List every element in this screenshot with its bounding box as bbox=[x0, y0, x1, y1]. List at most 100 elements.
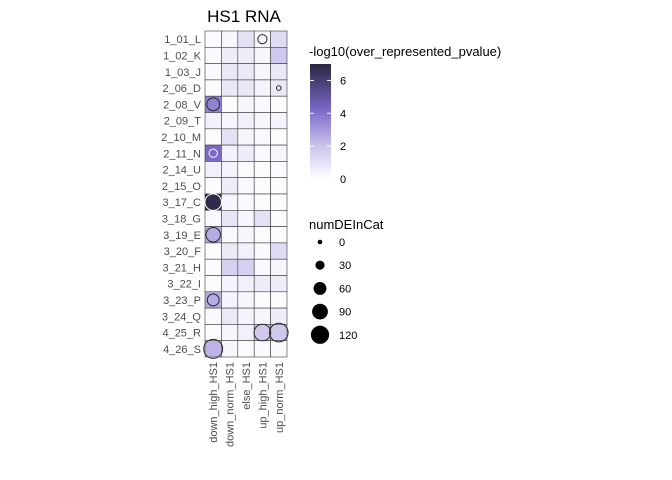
heatmap-cell bbox=[221, 193, 239, 211]
row-label: 2_10_M bbox=[161, 132, 201, 144]
heatmap-cell bbox=[237, 46, 255, 64]
heatmap-cell bbox=[253, 128, 271, 146]
heatmap-cell bbox=[253, 258, 271, 276]
heatmap-cell bbox=[253, 210, 271, 227]
size-legend-key bbox=[312, 303, 328, 320]
heatmap-cell bbox=[237, 63, 255, 81]
row-label: 3_18_G bbox=[162, 213, 201, 225]
heatmap-cell bbox=[204, 79, 222, 97]
heatmap-cell bbox=[237, 340, 255, 358]
heatmap-cell bbox=[270, 275, 288, 293]
heatmap-cell bbox=[253, 144, 271, 162]
row-label: 3_17_C bbox=[162, 197, 201, 209]
heatmap-cell bbox=[237, 258, 255, 276]
heatmap-cell bbox=[204, 242, 222, 260]
heatmap-cell bbox=[204, 128, 222, 146]
heatmap-cell bbox=[204, 177, 222, 195]
heatmap-cell bbox=[221, 226, 239, 244]
heatmap-cell bbox=[204, 258, 222, 276]
heatmap-cell bbox=[221, 242, 239, 260]
heatmap-cell bbox=[253, 307, 271, 325]
size-legend-label: 90 bbox=[339, 307, 351, 319]
heatmap-point bbox=[208, 148, 218, 158]
column-labels: down_high_HS1 down_norm_HS1 else_HS1 up_hig… bbox=[208, 362, 286, 447]
row-label: 4_25_R bbox=[162, 328, 201, 340]
heatmap-cell bbox=[270, 324, 288, 341]
heatmap-cell bbox=[237, 210, 255, 227]
row-label: 2_06_D bbox=[162, 83, 201, 95]
heatmap-cell bbox=[253, 177, 271, 195]
column-label: up_high_HS1 bbox=[257, 362, 269, 429]
size-legend-label: 60 bbox=[339, 283, 351, 295]
row-label: 2_11_N bbox=[163, 148, 201, 160]
heatmap-cell bbox=[221, 275, 239, 293]
heatmap-cell bbox=[237, 161, 255, 178]
heatmap-cell bbox=[237, 128, 255, 146]
heatmap-cell bbox=[221, 112, 239, 130]
fill-legend-label: 6 bbox=[340, 75, 346, 87]
size-legend: numDEInCat 0 30 60 90 120 bbox=[309, 217, 384, 344]
heatmap-cell bbox=[221, 307, 239, 325]
heatmap-cell bbox=[221, 291, 239, 309]
row-label: 2_15_O bbox=[162, 181, 202, 193]
heatmap-cell bbox=[270, 144, 288, 162]
heatmap-point bbox=[257, 34, 268, 45]
heatmap-cell bbox=[237, 291, 255, 309]
heatmap-cell bbox=[270, 226, 288, 244]
fill-legend-label: 2 bbox=[340, 141, 346, 153]
row-label: 3_21_H bbox=[162, 262, 201, 274]
heatmap-cell bbox=[270, 161, 288, 178]
heatmap-cell bbox=[237, 79, 255, 97]
size-legend-label: 30 bbox=[339, 260, 351, 272]
heatmap-cell bbox=[270, 291, 288, 309]
heatmap-cell bbox=[270, 112, 288, 130]
heatmap-cell bbox=[270, 193, 288, 211]
heatmap-cell bbox=[221, 177, 239, 195]
heatmap-cell bbox=[237, 144, 255, 162]
heatmap-cell bbox=[253, 161, 271, 178]
heatmap-cell bbox=[204, 30, 222, 48]
heatmap-cell bbox=[237, 30, 255, 48]
heatmap-cell bbox=[204, 161, 222, 178]
heatmap-cell bbox=[270, 79, 288, 97]
fill-legend-label: 0 bbox=[340, 174, 346, 186]
row-label: 2_08_V bbox=[163, 99, 202, 111]
chart-title: HS1 RNA bbox=[207, 7, 281, 26]
heatmap-cell bbox=[204, 112, 222, 130]
heatmap-cell bbox=[204, 226, 222, 244]
heatmap-cell bbox=[221, 46, 239, 64]
heatmap-cell bbox=[270, 242, 288, 260]
heatmap-cell bbox=[204, 340, 222, 358]
heatmap-cell bbox=[253, 63, 271, 81]
row-label: 3_24_Q bbox=[162, 311, 202, 323]
column-label: up_norm_HS1 bbox=[274, 362, 286, 433]
heatmap-point bbox=[206, 97, 221, 112]
heatmap-cell bbox=[204, 63, 222, 81]
heatmap-cell bbox=[237, 226, 255, 244]
size-legend-title: numDEInCat bbox=[309, 217, 384, 232]
heatmap-cell bbox=[270, 95, 288, 113]
row-label: 3_19_E bbox=[163, 230, 201, 242]
heatmap-cell bbox=[270, 307, 288, 325]
heatmap-cell bbox=[221, 95, 239, 113]
heatmap-cell bbox=[270, 46, 288, 64]
heatmap-point bbox=[253, 323, 272, 342]
size-legend-key bbox=[317, 239, 323, 245]
heatmap-point bbox=[276, 85, 282, 91]
column-label: down_norm_HS1 bbox=[225, 362, 237, 447]
heatmap-cell bbox=[253, 193, 271, 211]
heatmap-cell bbox=[237, 112, 255, 130]
heatmap-cell bbox=[204, 307, 222, 325]
heatmap-cell bbox=[221, 340, 239, 358]
heatmap-point bbox=[268, 322, 289, 343]
heatmap-cell bbox=[270, 258, 288, 276]
heatmap-cells bbox=[204, 30, 288, 358]
heatmap-point bbox=[206, 293, 220, 307]
row-label: 3_23_P bbox=[163, 295, 201, 307]
heatmap-cell bbox=[253, 112, 271, 130]
heatmap-cell bbox=[221, 144, 239, 162]
heatmap-cell bbox=[221, 258, 239, 276]
heatmap-point bbox=[205, 227, 221, 243]
heatmap-cell bbox=[237, 242, 255, 260]
heatmap-cell bbox=[221, 210, 239, 227]
